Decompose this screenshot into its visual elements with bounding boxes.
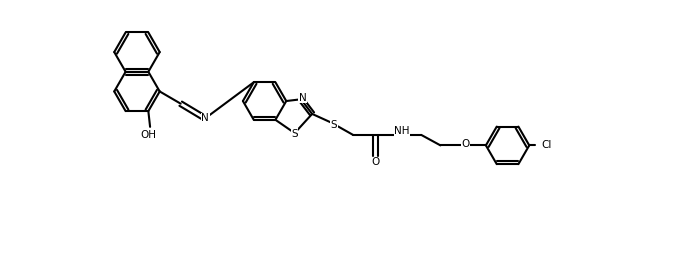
Text: OH: OH (140, 130, 156, 140)
Text: N: N (201, 113, 209, 123)
Text: N: N (299, 93, 307, 102)
Text: Cl: Cl (541, 140, 551, 150)
Text: S: S (291, 129, 298, 139)
Text: NH: NH (395, 126, 410, 136)
Text: S: S (331, 120, 337, 131)
Text: O: O (461, 139, 470, 149)
Text: O: O (372, 157, 380, 167)
